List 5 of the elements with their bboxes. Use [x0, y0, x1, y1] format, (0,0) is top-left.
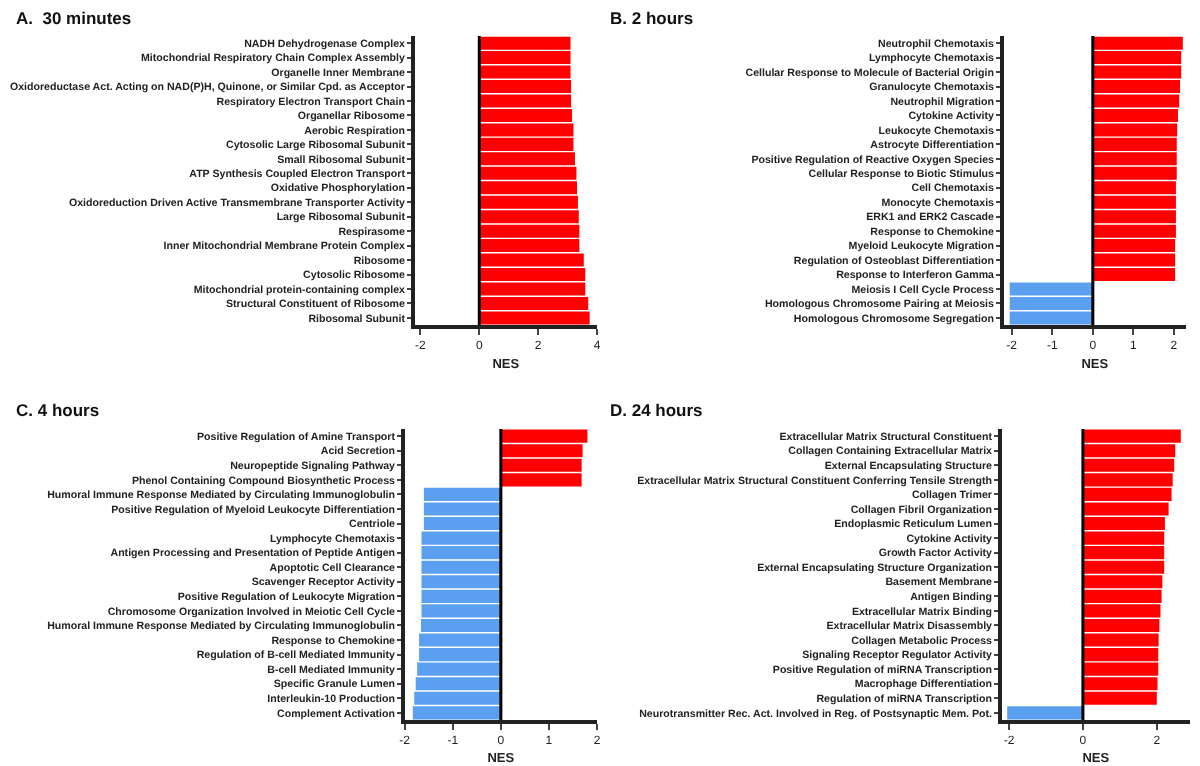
text: D. 24 hours — [610, 400, 704, 420]
bar — [1007, 706, 1083, 720]
text: B. 2 hours — [610, 8, 694, 28]
text: A. 30 minutes — [16, 8, 132, 28]
text: C. 4 hours — [16, 400, 100, 420]
